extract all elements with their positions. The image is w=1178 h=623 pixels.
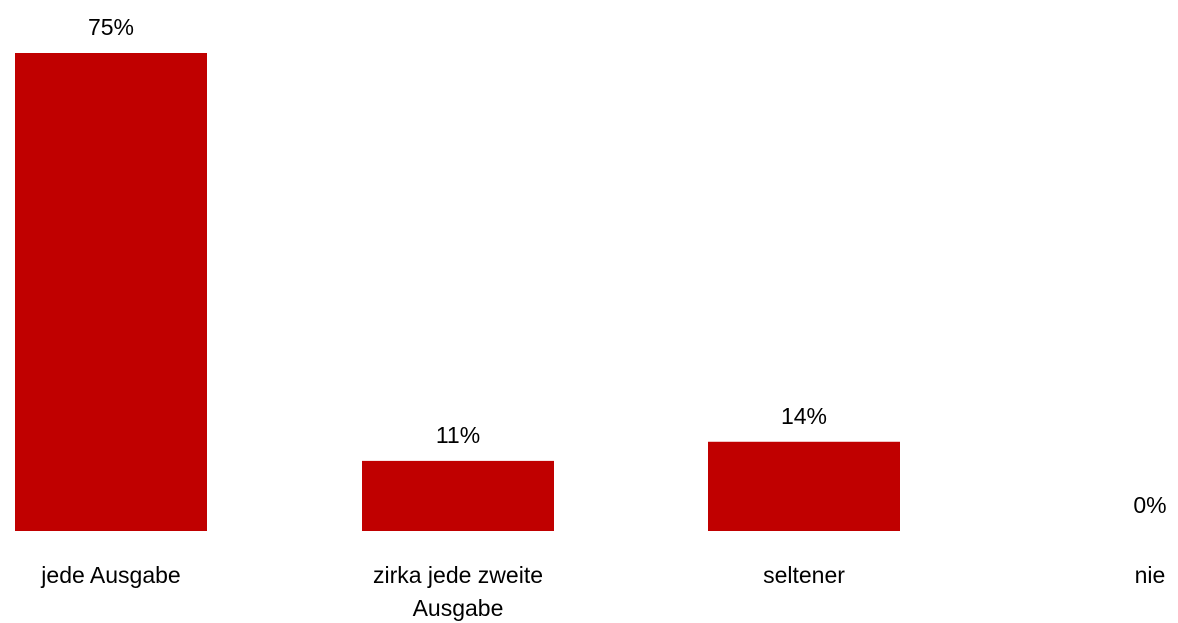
value-label-zirka-jede-zweite-ausgabe: 11% xyxy=(436,422,480,448)
category-labels-group: jede Ausgabe zirka jede zweite Ausgabe selt… xyxy=(40,562,1165,621)
value-label-nie: 0% xyxy=(1133,492,1166,518)
value-label-seltener: 14% xyxy=(781,403,827,429)
bar-jede-ausgabe xyxy=(15,53,207,531)
category-label-zirka-jede-zweite-ausgabe-line-1: zirka jede zweite xyxy=(373,562,543,588)
category-label-jede-ausgabe: jede Ausgabe xyxy=(40,562,180,588)
category-label-seltener: seltener xyxy=(763,562,845,588)
category-label-nie: nie xyxy=(1135,562,1166,588)
value-label-jede-ausgabe: 75% xyxy=(88,14,134,40)
bar-zirka-jede-zweite-ausgabe xyxy=(362,460,554,531)
bars-group xyxy=(15,53,900,531)
category-label-zirka-jede-zweite-ausgabe-line-2: Ausgabe xyxy=(413,595,504,621)
value-labels-group: 75% 11% 14% 0% xyxy=(88,14,1167,518)
bar-seltener xyxy=(708,441,900,531)
